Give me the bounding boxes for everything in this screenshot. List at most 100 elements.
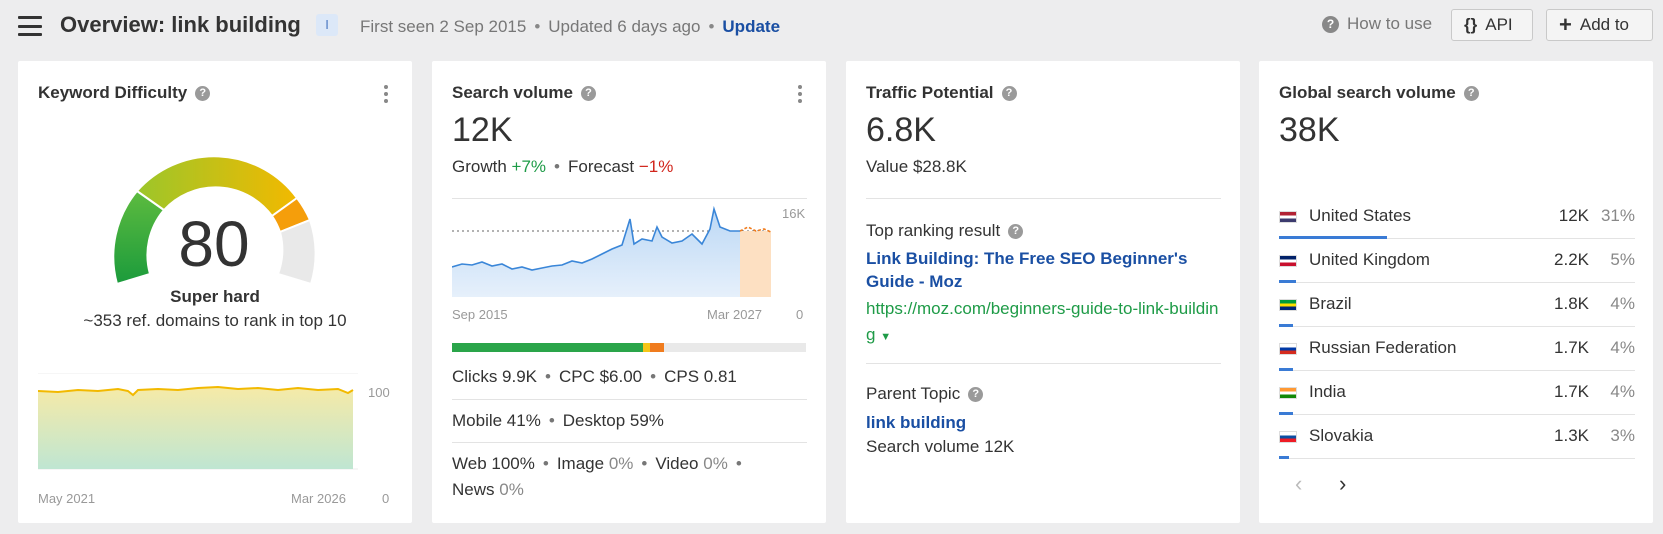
row-divider xyxy=(1279,414,1635,415)
growth-value: +7% xyxy=(511,157,547,176)
help-icon[interactable]: ? xyxy=(195,85,211,101)
divider xyxy=(452,198,807,199)
separator-dot: • xyxy=(554,157,560,176)
country-share-bar xyxy=(1279,280,1297,283)
kd-history-chart[interactable] xyxy=(38,373,378,483)
help-icon[interactable]: ? xyxy=(1008,223,1024,239)
row-divider xyxy=(1279,370,1635,371)
search-volume-card: Search volume ? 12K Growth +7% • Forecast … xyxy=(432,61,826,523)
country-share-bar xyxy=(1279,368,1293,371)
web-value: 100% xyxy=(491,454,535,473)
sv-chart-ymax: 16K xyxy=(782,206,806,221)
search-volume-value: 12K xyxy=(452,111,513,149)
add-to-button[interactable]: + Add to xyxy=(1546,9,1653,41)
united-states-flag-icon xyxy=(1279,211,1297,223)
kd-chart-ymax: 100 xyxy=(368,385,390,400)
country-percent: 5% xyxy=(1610,250,1635,269)
row-divider xyxy=(1279,282,1635,283)
next-page-icon[interactable]: › xyxy=(1339,471,1347,496)
sv-chart-xend: Mar 2027 xyxy=(707,307,762,322)
row-divider xyxy=(1279,238,1635,239)
top-result-url[interactable]: https://moz.com/beginners-guide-to-link-… xyxy=(866,296,1221,350)
separator-dot: • xyxy=(542,454,549,473)
traffic-potential-card: Traffic Potential ? 6.8K Value $28.8K To… xyxy=(846,61,1240,523)
country-volume: 1.7K xyxy=(1554,382,1589,401)
desktop-share: Desktop 59% xyxy=(562,411,664,430)
growth-label: Growth xyxy=(452,157,507,176)
country-name: Slovakia xyxy=(1309,426,1374,445)
help-icon[interactable]: ? xyxy=(580,85,596,101)
separator-dot: • xyxy=(735,454,742,473)
country-row-slovakia[interactable]: Slovakia 1.3K 3% xyxy=(1279,416,1635,459)
top-ranking-label: Top ranking result xyxy=(866,221,1001,240)
updated-time: Updated 6 days ago xyxy=(548,17,701,36)
sv-title: Search volume xyxy=(452,83,573,102)
news-label: News xyxy=(452,480,495,499)
parent-topic-header: Parent Topic ? xyxy=(866,384,984,404)
clicks-segment xyxy=(643,343,651,352)
ref-domains-text: ~353 ref. domains to rank in top 10 xyxy=(83,311,347,330)
clicks-segment xyxy=(650,343,665,352)
prev-page-icon[interactable]: ‹ xyxy=(1295,471,1303,496)
clicks-breakdown-bar[interactable] xyxy=(452,343,806,352)
united-kingdom-flag-icon xyxy=(1279,255,1297,267)
country-row-india[interactable]: India 1.7K 4% xyxy=(1279,372,1635,415)
separator-dot: • xyxy=(650,367,657,386)
country-row-united-states[interactable]: United States 12K 31% xyxy=(1279,196,1635,239)
traffic-potential-value: 6.8K xyxy=(866,111,936,149)
search-volume-chart[interactable] xyxy=(452,199,807,303)
country-row-united-kingdom[interactable]: United Kingdom 2.2K 5% xyxy=(1279,240,1635,283)
image-value: 0% xyxy=(608,454,634,473)
country-row-brazil[interactable]: Brazil 1.8K 4% xyxy=(1279,284,1635,327)
more-options-icon[interactable] xyxy=(798,85,802,103)
india-flag-icon xyxy=(1279,387,1297,399)
api-button[interactable]: {} API xyxy=(1451,9,1533,41)
country-percent: 4% xyxy=(1610,382,1635,401)
divider xyxy=(452,399,807,400)
clicks-segment xyxy=(452,343,644,352)
country-percent: 4% xyxy=(1610,294,1635,313)
kd-value: 80 xyxy=(178,208,249,280)
news-row: News 0% xyxy=(452,480,806,500)
row-divider xyxy=(1279,458,1635,459)
kd-chart-xstart: May 2021 xyxy=(38,491,96,506)
separator-dot: • xyxy=(641,454,648,473)
web-label: Web xyxy=(452,454,487,473)
sv-chart-xstart: Sep 2015 xyxy=(452,307,508,322)
news-value: 0% xyxy=(499,480,524,499)
page-header: Overview: link building I First seen 2 S… xyxy=(0,0,1663,54)
difficulty-gauge: 80 xyxy=(112,155,317,286)
country-share-bar xyxy=(1279,412,1293,415)
country-name: Russian Federation xyxy=(1309,338,1457,357)
how-to-use-link[interactable]: ? How to use xyxy=(1322,14,1432,34)
forecast-value: −1% xyxy=(638,157,674,176)
row-divider xyxy=(1279,326,1635,327)
divider xyxy=(866,363,1221,364)
add-to-label: Add to xyxy=(1579,15,1630,34)
top-result-title[interactable]: Link Building: The Free SEO Beginner's G… xyxy=(866,249,1188,291)
intent-badge[interactable]: I xyxy=(316,14,338,36)
help-icon[interactable]: ? xyxy=(1001,85,1017,101)
tp-title: Traffic Potential xyxy=(866,83,994,102)
country-name: United Kingdom xyxy=(1309,250,1430,269)
parent-topic-link[interactable]: link building xyxy=(866,413,967,432)
menu-icon[interactable] xyxy=(18,16,42,36)
country-name: Brazil xyxy=(1309,294,1352,313)
country-percent: 4% xyxy=(1610,338,1635,357)
parent-topic-volume: Search volume 12K xyxy=(866,437,1015,456)
country-share-bar xyxy=(1279,236,1387,239)
video-label: Video xyxy=(655,454,699,473)
plus-icon: + xyxy=(1559,12,1572,37)
help-icon[interactable]: ? xyxy=(1463,85,1479,101)
sv-chart-ymin: 0 xyxy=(796,307,804,322)
country-share-bar xyxy=(1279,456,1290,459)
help-icon[interactable]: ? xyxy=(968,386,984,402)
kd-title: Keyword Difficulty xyxy=(38,83,188,102)
card-title: Global search volume ? xyxy=(1279,83,1479,103)
more-options-icon[interactable] xyxy=(384,85,388,103)
caret-down-icon[interactable]: ▼ xyxy=(880,331,892,343)
first-seen: First seen 2 Sep 2015 xyxy=(360,17,527,36)
country-row-russian-federation[interactable]: Russian Federation 1.7K 4% xyxy=(1279,328,1635,371)
update-link[interactable]: Update xyxy=(722,17,781,36)
card-title: Search volume ? xyxy=(452,83,596,103)
